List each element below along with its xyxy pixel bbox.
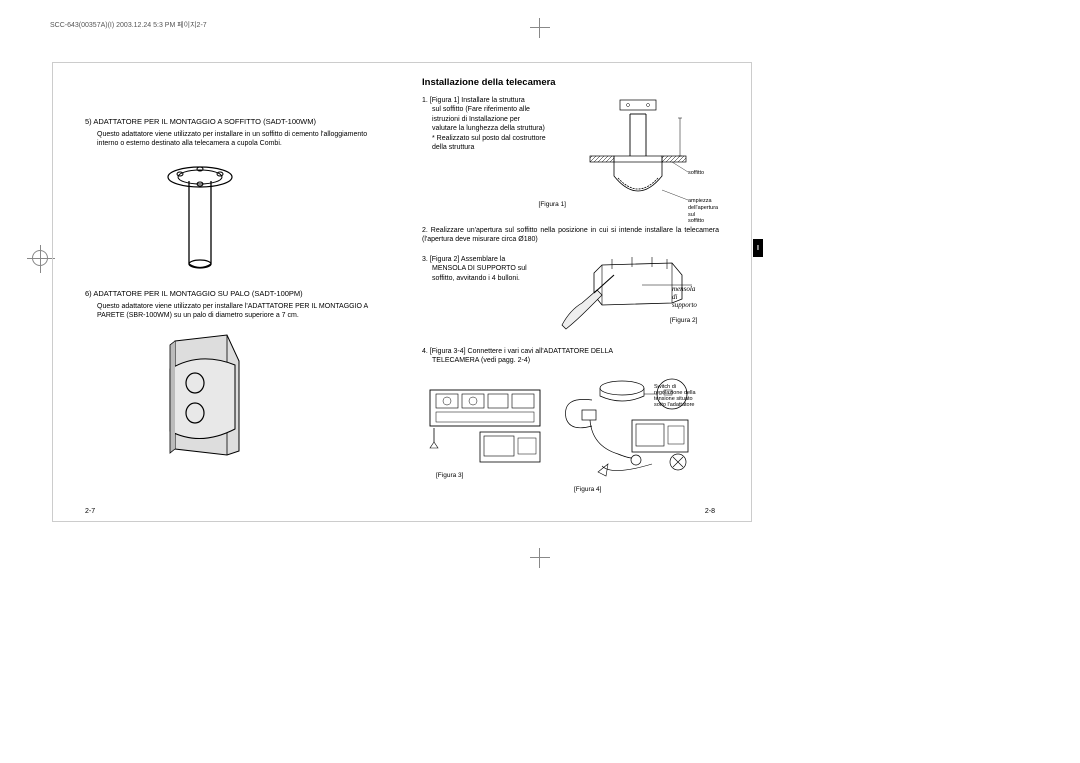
step1-text: 1. [Figura 1] Installare la struttura su… bbox=[422, 96, 572, 153]
step3-l1: 3. [Figura 2] Assemblare la bbox=[422, 255, 542, 264]
fig2-label: mensola di supporto bbox=[672, 285, 702, 309]
item5-title: 5) ADATTATORE PER IL MONTAGGIO A SOFFITT… bbox=[85, 117, 378, 126]
step3-l3: soffitto, avvitando i 4 bulloni. bbox=[422, 274, 542, 283]
fig1-ann-amp2: dell'apertura bbox=[688, 205, 718, 211]
step1-l3: istruzioni di Installazione per bbox=[422, 115, 572, 124]
step1-l4: valutare la lunghezza della struttura) bbox=[422, 124, 572, 133]
step1-l1: 1. [Figura 1] Installare la struttura bbox=[422, 96, 572, 105]
crop-mark-bottom bbox=[530, 548, 550, 568]
item6-body: Questo adattatore viene utilizzato per i… bbox=[85, 302, 378, 321]
step1-l2: sul soffitto (Fare riferimento alle bbox=[422, 105, 572, 114]
figure4: Switch di regolazione della tensione sit… bbox=[552, 376, 712, 493]
install-title: Installazione della telecamera bbox=[422, 77, 719, 88]
fig1-ann-soffitto: soffitto bbox=[688, 170, 704, 176]
fig1-ann-amp1: ampiezza bbox=[688, 198, 712, 204]
figure3: [Figura 3] bbox=[422, 376, 552, 479]
figure3-caption: [Figura 3] bbox=[436, 472, 552, 479]
item6-title: 6) ADATTATORE PER IL MONTAGGIO SU PALO (… bbox=[85, 289, 378, 298]
print-header: SCC-643(00357A)(I) 2003.12.24 5:3 PM 페이지… bbox=[50, 20, 207, 30]
figure-ceiling-adapter bbox=[145, 159, 378, 279]
step3-row: 3. [Figura 2] Assemblare la MENSOLA DI S… bbox=[422, 255, 719, 335]
item5-body: Questo adattatore viene utilizzato per i… bbox=[85, 130, 378, 149]
registration-mark bbox=[32, 250, 48, 266]
figure4-caption: [Figura 4] bbox=[574, 486, 712, 493]
fig1-ann-amp3: sul soffitto bbox=[688, 212, 710, 224]
page-number-left: 2-7 bbox=[85, 508, 95, 515]
page-number-right: 2-8 bbox=[705, 508, 715, 515]
step2-text: 2. Realizzare un'apertura sul soffitto n… bbox=[422, 226, 719, 245]
figure1-caption: [Figura 1] bbox=[422, 201, 572, 208]
fig4-ann-switch: Switch di regolazione della tensione sit… bbox=[654, 384, 704, 408]
step4-figs: [Figura 3] bbox=[422, 376, 719, 493]
figure-pole-adapter bbox=[145, 331, 378, 461]
step4-l2: TELECAMERA (vedi pagg. 2-4) bbox=[422, 356, 719, 365]
step1-note2: della struttura bbox=[422, 143, 572, 152]
page-left: 5) ADATTATORE PER IL MONTAGGIO A SOFFITT… bbox=[53, 63, 402, 521]
step4-l1: 4. [Figura 3-4] Connettere i vari cavi a… bbox=[422, 347, 719, 356]
figure1: soffitto ampiezza dell'apertura sul soff… bbox=[580, 96, 710, 226]
step1-note1: * Realizzato sul posto dal costruttore bbox=[422, 134, 572, 143]
section-tab: I bbox=[753, 239, 763, 257]
page-spread: 5) ADATTATORE PER IL MONTAGGIO A SOFFITT… bbox=[52, 62, 752, 522]
step3-text: 3. [Figura 2] Assemblare la MENSOLA DI S… bbox=[422, 255, 542, 283]
figure2: mensola di supporto [Figura 2] bbox=[542, 255, 702, 335]
page-right: I Installazione della telecamera 1. [Fig… bbox=[402, 63, 751, 521]
step3-l2: MENSOLA DI SUPPORTO sul bbox=[422, 264, 542, 273]
figure2-caption: [Figura 2] bbox=[670, 317, 697, 324]
step1-row: 1. [Figura 1] Installare la struttura su… bbox=[422, 96, 719, 226]
step4-text: 4. [Figura 3-4] Connettere i vari cavi a… bbox=[422, 347, 719, 366]
crop-mark-top bbox=[530, 18, 550, 38]
